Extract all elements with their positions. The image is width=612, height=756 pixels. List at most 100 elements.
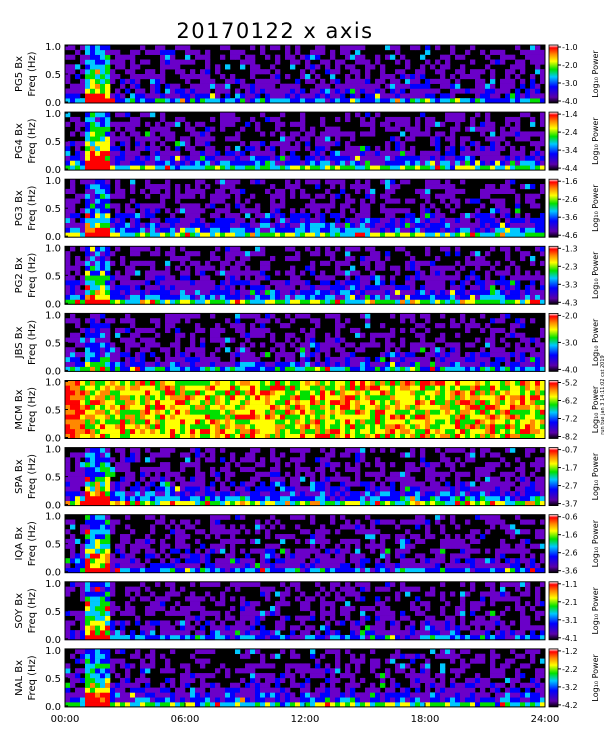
spectrogram-cell [155, 88, 161, 94]
spectrogram-cell [75, 284, 81, 291]
spectrogram-cell [125, 366, 131, 372]
spectrogram-cell [225, 93, 231, 99]
spectrogram-cell [305, 232, 311, 238]
spectrogram-cell [100, 150, 106, 156]
spectrogram-cell [160, 112, 166, 118]
spectrogram-cell [475, 352, 481, 358]
spectrogram-cell [370, 155, 376, 161]
spectrogram-cell [275, 356, 281, 363]
spectrogram-cell [65, 98, 71, 104]
spectrogram-cell [185, 251, 191, 257]
spectrogram-cell [445, 428, 451, 434]
spectrogram-cell [485, 390, 491, 396]
spectrogram-cell [505, 160, 511, 166]
spectrogram-cell [65, 275, 71, 281]
spectrogram-cell [535, 150, 541, 156]
spectrogram-cell [535, 64, 541, 70]
spectrogram-cell [490, 126, 496, 132]
spectrogram-cell [150, 251, 156, 257]
spectrogram-cell [150, 150, 156, 156]
spectrogram-cell [375, 83, 381, 89]
spectrogram-cell [395, 145, 401, 152]
spectrogram-cell [465, 428, 471, 434]
spectrogram-cell [80, 193, 86, 199]
spectrogram-cell [120, 155, 126, 161]
spectrogram-cell [435, 165, 441, 171]
spectrogram-cell [95, 203, 101, 209]
spectrogram-cell [260, 399, 266, 405]
spectrogram-cell [540, 342, 546, 348]
spectrogram-cell [435, 141, 441, 147]
spectrogram-cell [185, 232, 191, 238]
spectrogram-cell [450, 280, 456, 286]
spectrogram-cell [310, 217, 316, 223]
spectrogram-cell [100, 265, 106, 271]
spectrogram-cell [150, 217, 156, 223]
spectrogram-cell [185, 93, 191, 99]
spectrogram-cell [165, 160, 171, 166]
spectrogram-cell [470, 222, 476, 228]
spectrogram-cell [190, 342, 196, 348]
spectrogram-cell [510, 395, 516, 401]
spectrogram-cell [345, 246, 351, 252]
spectrogram-cell [65, 112, 71, 118]
spectrogram-cell [275, 414, 281, 420]
spectrogram-cell [400, 299, 406, 305]
spectrogram-cell [540, 54, 546, 60]
spectrogram-cell [515, 213, 521, 219]
spectrogram-cell [430, 265, 436, 271]
spectrogram-cell [480, 155, 486, 161]
spectrogram-cell [405, 299, 411, 305]
spectrogram-cell [205, 294, 211, 300]
spectrogram-cell [105, 318, 111, 324]
spectrogram-cell [315, 136, 321, 142]
spectrogram-cell [180, 399, 186, 405]
spectrogram-cell [155, 98, 161, 104]
y-tick-label: 0.0 [45, 299, 61, 310]
spectrogram-cell [410, 395, 416, 401]
spectrogram-cell [460, 419, 466, 425]
spectrogram-cell [155, 356, 161, 363]
spectrogram-cell [230, 179, 236, 185]
spectrogram-cell [335, 294, 341, 300]
spectrogram-cell [125, 318, 131, 324]
spectrogram-cell [235, 246, 241, 252]
spectrogram-cell [210, 424, 216, 430]
spectrogram-cell [320, 232, 326, 238]
spectrogram-cell [425, 366, 431, 372]
spectrogram-cell [380, 332, 386, 338]
spectrogram-cell [240, 380, 246, 386]
spectrogram-cell [205, 141, 211, 147]
spectrogram-cell [190, 93, 196, 99]
spectrogram-cell [450, 424, 456, 430]
spectrogram-cell [105, 112, 111, 118]
spectrogram-cell [255, 284, 261, 291]
spectrogram-cell [230, 49, 236, 55]
spectrogram-cell [475, 424, 481, 430]
spectrogram-cell [195, 222, 201, 228]
spectrogram-cell [95, 313, 101, 319]
spectrogram-cell [220, 424, 226, 430]
spectrogram-cell [330, 294, 336, 300]
spectrogram-cell [500, 347, 506, 353]
spectrogram-cell [520, 145, 526, 152]
spectrogram-cell [205, 380, 211, 386]
spectrogram-cell [140, 390, 146, 396]
spectrogram-cell [420, 313, 426, 319]
spectrogram-cell [190, 347, 196, 353]
spectrogram-cell [490, 93, 496, 99]
spectrogram-cell [185, 78, 191, 84]
spectrogram-cell [80, 69, 86, 75]
spectrogram-cell [65, 404, 71, 410]
spectrogram-cell [475, 126, 481, 132]
spectrogram-cell [260, 49, 266, 55]
spectrogram-cell [190, 213, 196, 219]
spectrogram-cell [240, 385, 246, 391]
spectrogram-cell [325, 88, 331, 94]
spectrogram-cell [205, 64, 211, 70]
spectrogram-cell [280, 323, 286, 329]
spectrogram-cell [520, 337, 526, 343]
spectrogram-cell [180, 356, 186, 363]
spectrogram-cell [105, 356, 111, 363]
spectrogram-cell [275, 69, 281, 75]
